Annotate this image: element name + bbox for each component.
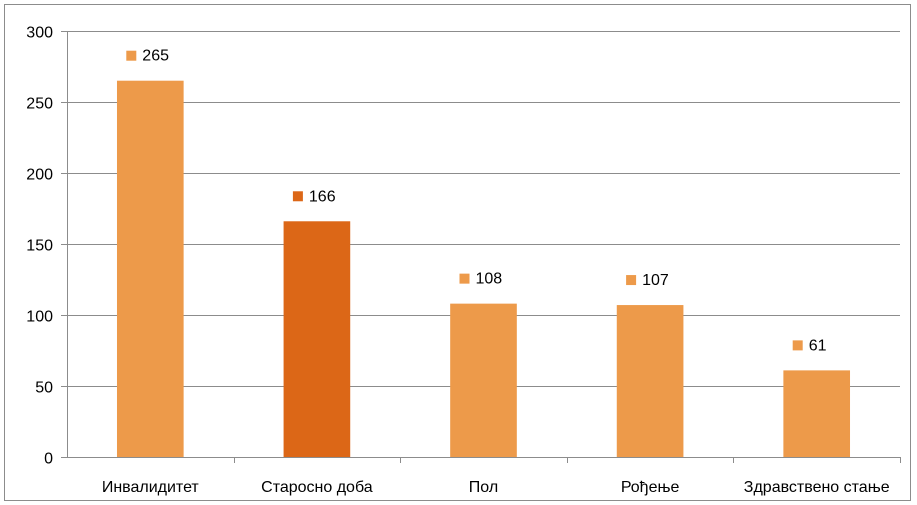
bar [783,370,851,457]
x-axis-ticks: Инвалидитет Старосно доба Пол Рођење Здравст… [102,457,901,496]
axes [67,31,900,458]
bar [450,303,517,457]
data-label: 166 [309,188,336,205]
data-label: 108 [476,271,503,288]
data-label-key [126,50,137,61]
x-tick-label: Рођење [621,479,680,496]
x-tick-label: Здравствено стање [744,479,890,496]
y-tick-label: 100 [26,309,53,326]
data-label-key [626,275,637,286]
data-label-key [292,191,303,202]
x-tick-label: Пол [469,479,498,496]
y-tick-label: 200 [26,167,53,184]
bar [116,80,184,457]
data-label: 265 [142,48,169,65]
x-tick-label: Инвалидитет [102,479,200,496]
gridlines [67,31,900,387]
bars [116,80,851,457]
y-axis-ticks: 0 50 100 150 200 250 300 [26,25,67,468]
data-label-key [792,340,803,351]
data-label: 107 [642,272,669,289]
y-tick-label: 150 [26,238,53,255]
bar [616,305,684,457]
y-tick-label: 50 [35,380,53,397]
data-label: 61 [809,337,827,354]
x-tick-label: Старосно доба [261,479,373,496]
y-tick-label: 300 [26,25,53,42]
y-tick-label: 250 [26,96,53,113]
y-tick-label: 0 [44,451,53,468]
bar [283,221,351,457]
data-label-key [459,273,470,284]
data-labels: 265 166 108 107 61 [126,48,827,354]
